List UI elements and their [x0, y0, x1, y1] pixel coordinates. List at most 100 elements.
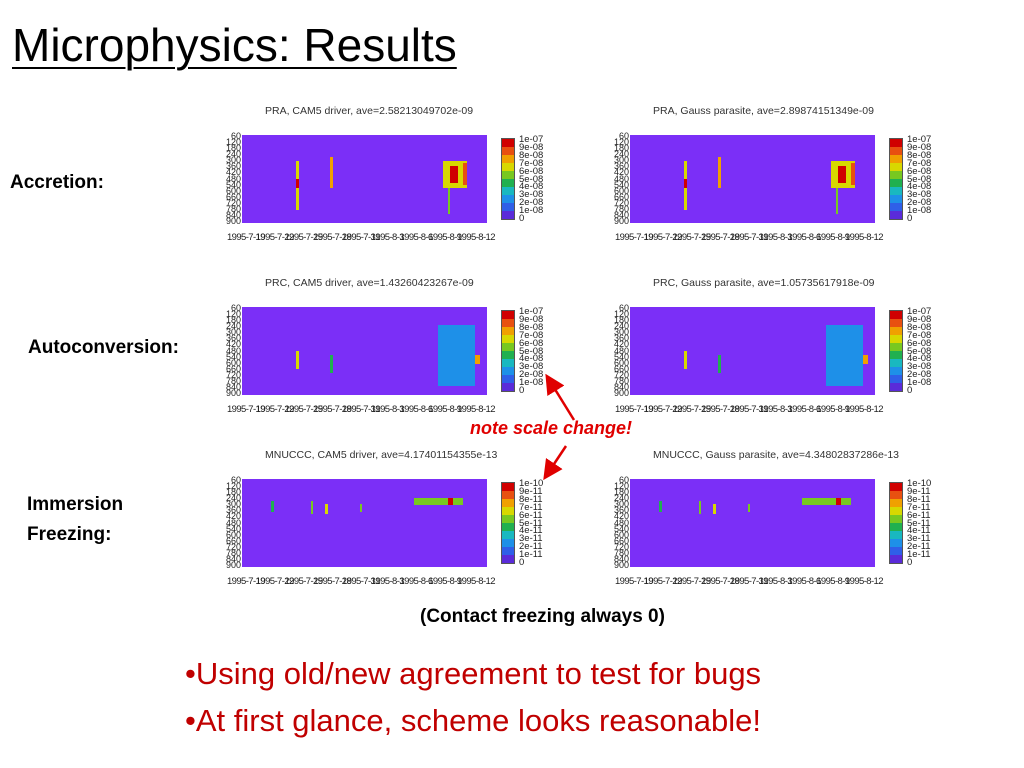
x-tick-label: 1995-8-3 [370, 404, 405, 415]
colorbar-label: 9e-11 [519, 485, 543, 497]
y-tick-label: 60 [618, 303, 629, 313]
heatmap-cell [462, 163, 468, 186]
x-tick-label: 1995-7-22 [255, 232, 295, 243]
y-tick-label: 300 [613, 499, 629, 510]
colorbar-segment [890, 375, 902, 383]
x-tick-label: 1995-7-25 [672, 576, 712, 587]
y-tick-label: 900 [225, 388, 241, 398]
colorbar-label: 4e-08 [907, 181, 932, 193]
heatmap-cell [850, 163, 856, 186]
heatmap-cell [310, 501, 314, 515]
x-axis-ticks: 1995-7-19 1995-7-22 1995-7-25 1995-7-28 1995… [615, 232, 885, 244]
y-tick-label: 300 [613, 327, 629, 338]
x-tick-label: 1995-7-19 [615, 576, 654, 587]
colorbar-segment [502, 515, 514, 523]
colorbar-label: 4e-11 [519, 525, 543, 537]
colorbar-segment [502, 343, 514, 351]
x-tick-label: 1995-8-12 [845, 232, 884, 243]
colorbar-label: 6e-11 [907, 509, 931, 521]
y-tick-label: 720 [225, 369, 241, 380]
colorbar-segment [502, 523, 514, 531]
colorbar-label: 3e-11 [907, 533, 931, 545]
colorbar-segment [502, 539, 514, 547]
colorbar-segment [890, 483, 902, 491]
heatmap-cell [747, 503, 751, 513]
x-tick-label: 1995-8-9 [816, 576, 850, 587]
y-axis-ticks: 60 120 180 240 300 360 420 480 540 600 660 720 780 84… [217, 132, 241, 226]
x-tick-label: 1995-8-12 [457, 576, 496, 587]
y-tick-label: 600 [613, 357, 629, 368]
y-tick-label: 780 [225, 375, 241, 386]
colorbar-segment [502, 319, 514, 327]
colorbar-segment [502, 367, 514, 375]
y-tick-label: 120 [225, 481, 241, 492]
colorbar-segment [502, 555, 514, 563]
y-tick-label: 780 [613, 375, 629, 386]
y-tick-label: 540 [225, 179, 241, 190]
colorbar-label: 5e-08 [519, 173, 544, 185]
x-axis-ticks: 1995-7-19 1995-7-22 1995-7-25 1995-7-28 1995… [227, 404, 497, 416]
heatmap-cell [838, 165, 846, 184]
colorbar-segment [890, 155, 902, 163]
scale-change-note: note scale change! [470, 418, 633, 438]
x-tick-label: 1995-7-28 [701, 576, 740, 587]
x-tick-label: 1995-8-9 [816, 404, 850, 415]
colorbar-segment [502, 187, 514, 195]
y-tick-label: 240 [613, 149, 629, 160]
colorbar-label: 3e-08 [907, 361, 932, 373]
colorbar-labels: 1e-07 9e-08 8e-08 7e-08 6e-08 5e-08 4e-08 3e-08… [519, 307, 559, 397]
x-tick-label: 1995-7-19 [615, 404, 654, 415]
y-tick-label: 60 [618, 131, 629, 141]
colorbar-labels: 1e-07 9e-08 8e-08 7e-08 6e-08 5e-08 4e-08 3e-08… [519, 135, 559, 225]
colorbar-segment [890, 335, 902, 343]
heatmap-panel-1: PRA, CAM5 driver, ave=2.58213049702e-09 6… [205, 105, 543, 253]
y-tick-label: 660 [613, 191, 629, 202]
heatmap-cell [835, 498, 841, 506]
bullet-2: •At first glance, scheme looks reasonabl… [185, 703, 762, 738]
y-tick-label: 180 [225, 487, 241, 498]
heatmap-cell [325, 503, 328, 515]
x-tick-label: 1995-7-19 [615, 232, 654, 243]
colorbar-label: 5e-11 [907, 517, 931, 529]
x-tick-label: 1995-7-22 [643, 404, 683, 415]
colorbar-label: 7e-08 [907, 329, 932, 341]
y-tick-label: 900 [613, 388, 629, 398]
x-tick-label: 1995-7-31 [342, 576, 381, 587]
row-label-accretion: Accretion: [10, 172, 104, 193]
x-tick-label: 1995-7-25 [284, 404, 324, 415]
y-tick-label: 360 [225, 161, 241, 172]
colorbar-segment [502, 359, 514, 367]
colorbar-label: 5e-08 [519, 345, 544, 357]
y-tick-label: 120 [613, 481, 629, 492]
colorbar-labels: 1e-07 9e-08 8e-08 7e-08 6e-08 5e-08 4e-08 3e-08… [907, 135, 947, 225]
x-axis-ticks: 1995-7-19 1995-7-22 1995-7-25 1995-7-28 1995… [227, 576, 497, 588]
y-tick-label: 300 [225, 327, 241, 338]
colorbar-segment [890, 195, 902, 203]
x-tick-label: 1995-8-12 [457, 404, 496, 415]
colorbar-label: 4e-08 [907, 353, 932, 365]
colorbar-segment [502, 203, 514, 211]
colorbar-label: 0 [907, 557, 913, 568]
y-tick-label: 180 [613, 487, 629, 498]
x-tick-label: 1995-7-25 [284, 232, 324, 243]
x-tick-label: 1995-8-6 [399, 576, 434, 587]
x-tick-label: 1995-8-9 [428, 404, 462, 415]
colorbar-label: 1e-07 [519, 306, 544, 317]
y-tick-label: 600 [613, 185, 629, 196]
x-tick-label: 1995-7-22 [643, 232, 683, 243]
heatmap-cell [698, 501, 702, 515]
colorbar-label: 4e-08 [519, 181, 544, 193]
colorbar [889, 310, 903, 392]
colorbar-segment [502, 499, 514, 507]
y-tick-label: 420 [613, 511, 629, 522]
colorbar-segment [890, 367, 902, 375]
y-tick-label: 660 [613, 535, 629, 546]
y-tick-label: 360 [613, 333, 629, 344]
x-tick-label: 1995-7-31 [730, 576, 769, 587]
x-tick-label: 1995-7-28 [701, 232, 740, 243]
colorbar-segment [502, 171, 514, 179]
colorbar-label: 0 [519, 557, 525, 568]
colorbar-label: 8e-08 [907, 321, 932, 333]
heatmap-cell [801, 498, 851, 506]
y-tick-label: 360 [613, 161, 629, 172]
